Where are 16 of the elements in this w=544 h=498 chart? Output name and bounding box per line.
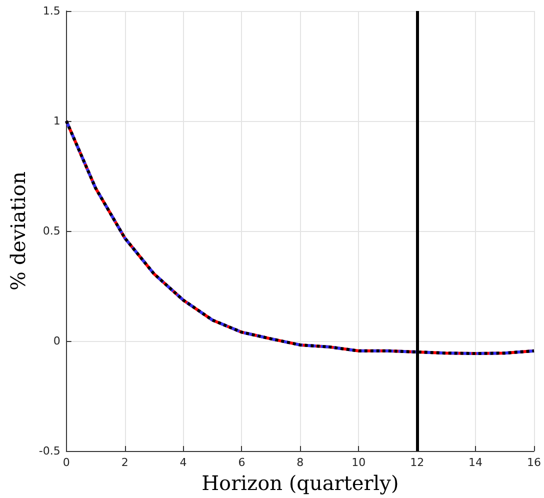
x-axis-title: Horizon (quarterly) xyxy=(202,471,399,495)
x-tick-label: 12 xyxy=(410,456,424,469)
x-tick-label: 8 xyxy=(296,456,304,469)
x-tick-label: 4 xyxy=(180,456,187,469)
y-tick-label: -0.5 xyxy=(38,444,60,458)
y-tick-label: 1 xyxy=(53,114,60,128)
x-tick-label: 10 xyxy=(352,456,366,469)
y-tick-label: 0.5 xyxy=(42,224,60,238)
x-tick-label: 6 xyxy=(238,456,246,469)
x-tick-label: 0 xyxy=(62,456,70,469)
y-tick-label: 0 xyxy=(53,334,60,348)
y-axis-title: % deviation xyxy=(6,171,30,290)
y-tick-label: 1.5 xyxy=(42,4,60,18)
x-tick-label: 14 xyxy=(468,456,483,469)
x-tick-label: 2 xyxy=(121,456,128,469)
x-tick-label: 16 xyxy=(527,456,541,469)
